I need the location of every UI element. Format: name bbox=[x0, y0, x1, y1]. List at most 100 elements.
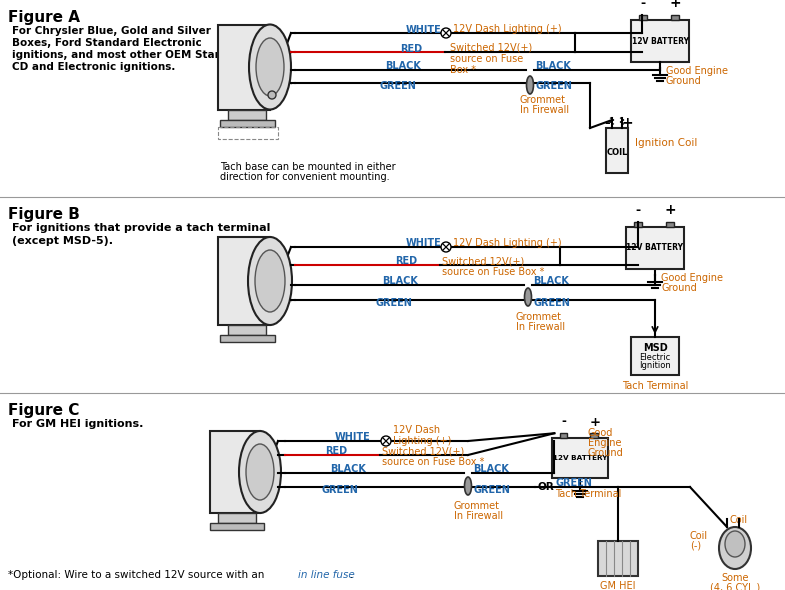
Text: +: + bbox=[665, 203, 677, 217]
Ellipse shape bbox=[725, 531, 745, 557]
Text: -: - bbox=[635, 204, 640, 217]
Text: For GM HEI ignitions.: For GM HEI ignitions. bbox=[12, 419, 144, 429]
Text: COIL: COIL bbox=[606, 148, 628, 158]
Text: GREEN: GREEN bbox=[380, 81, 417, 91]
Text: *Optional: Wire to a switched 12V source with an: *Optional: Wire to a switched 12V source… bbox=[8, 570, 268, 580]
Text: +: + bbox=[670, 0, 681, 10]
Text: -: - bbox=[640, 0, 645, 10]
Bar bbox=[606, 128, 628, 173]
Text: GREEN: GREEN bbox=[535, 81, 572, 91]
Ellipse shape bbox=[524, 288, 531, 306]
Text: Tach Terminal: Tach Terminal bbox=[622, 381, 688, 391]
Circle shape bbox=[381, 436, 391, 446]
Text: 12V BATTERY: 12V BATTERY bbox=[626, 244, 684, 253]
Text: 12V Dash Lighting (+): 12V Dash Lighting (+) bbox=[453, 238, 561, 248]
Ellipse shape bbox=[249, 25, 291, 110]
Bar bbox=[210, 523, 264, 530]
Text: BLACK: BLACK bbox=[535, 61, 571, 71]
Text: Grommet: Grommet bbox=[516, 312, 562, 322]
Bar bbox=[590, 433, 597, 438]
Text: Grommet: Grommet bbox=[454, 501, 500, 511]
Text: Good Engine: Good Engine bbox=[666, 66, 728, 76]
Text: RED: RED bbox=[395, 256, 417, 266]
Text: GREEN: GREEN bbox=[375, 298, 412, 308]
Text: Switched 12V(+): Switched 12V(+) bbox=[442, 256, 524, 266]
Text: Figure C: Figure C bbox=[8, 403, 79, 418]
Bar bbox=[553, 438, 608, 478]
Bar bbox=[228, 110, 266, 120]
Text: Ground: Ground bbox=[661, 283, 697, 293]
Text: BLACK: BLACK bbox=[382, 276, 418, 286]
Text: Lighting (+): Lighting (+) bbox=[393, 436, 451, 446]
Text: Figure A: Figure A bbox=[8, 10, 80, 25]
Text: Coil: Coil bbox=[690, 531, 708, 541]
Text: source on Fuse Box *: source on Fuse Box * bbox=[382, 457, 484, 467]
Bar bbox=[210, 431, 260, 513]
Text: WHITE: WHITE bbox=[406, 25, 442, 35]
Bar bbox=[639, 15, 647, 20]
Circle shape bbox=[441, 28, 451, 38]
Bar bbox=[666, 222, 674, 227]
Text: (except MSD-5).: (except MSD-5). bbox=[12, 236, 113, 246]
Text: 12V Dash Lighting (+): 12V Dash Lighting (+) bbox=[453, 24, 561, 34]
Text: Engine: Engine bbox=[588, 438, 622, 448]
Text: .: . bbox=[350, 570, 353, 580]
Ellipse shape bbox=[527, 76, 534, 94]
Text: Switched 12V(+): Switched 12V(+) bbox=[450, 43, 532, 53]
Bar bbox=[218, 25, 270, 110]
Text: Boxes, Ford Standard Electronic: Boxes, Ford Standard Electronic bbox=[12, 38, 202, 48]
Text: Switched 12V(+): Switched 12V(+) bbox=[382, 446, 464, 456]
Text: Good Engine: Good Engine bbox=[661, 273, 723, 283]
Ellipse shape bbox=[465, 477, 472, 495]
Text: -: - bbox=[561, 415, 566, 428]
Text: (4, 6 CYL.): (4, 6 CYL.) bbox=[710, 583, 760, 590]
Text: GM HEI: GM HEI bbox=[601, 581, 636, 590]
Bar bbox=[560, 433, 568, 438]
Text: Tach base can be mounted in either: Tach base can be mounted in either bbox=[220, 162, 396, 172]
Text: OR: OR bbox=[538, 482, 555, 492]
Circle shape bbox=[441, 242, 451, 252]
Bar bbox=[633, 222, 641, 227]
Bar bbox=[228, 325, 266, 335]
Text: Coil: Coil bbox=[730, 515, 748, 525]
Text: In Firewall: In Firewall bbox=[454, 511, 503, 521]
Text: Grommet: Grommet bbox=[520, 95, 566, 105]
Text: For ignitions that provide a tach terminal: For ignitions that provide a tach termin… bbox=[12, 223, 270, 233]
Text: +: + bbox=[621, 116, 633, 130]
Text: WHITE: WHITE bbox=[406, 238, 442, 248]
Bar bbox=[220, 335, 275, 342]
Text: In Firewall: In Firewall bbox=[520, 105, 569, 115]
Bar bbox=[218, 237, 270, 325]
Text: RED: RED bbox=[400, 44, 422, 54]
Bar bbox=[631, 20, 689, 62]
Text: in line fuse: in line fuse bbox=[298, 570, 355, 580]
Bar bbox=[598, 541, 638, 576]
Text: Ground: Ground bbox=[666, 76, 702, 86]
Text: GREEN: GREEN bbox=[322, 485, 359, 495]
Text: BLACK: BLACK bbox=[533, 276, 569, 286]
Bar bbox=[218, 513, 256, 523]
Text: -: - bbox=[604, 116, 610, 130]
Ellipse shape bbox=[246, 444, 274, 500]
Text: Ground: Ground bbox=[588, 448, 624, 458]
Ellipse shape bbox=[248, 237, 292, 325]
Text: +: + bbox=[590, 415, 601, 428]
Text: In Firewall: In Firewall bbox=[516, 322, 565, 332]
Ellipse shape bbox=[255, 250, 285, 312]
Text: GREEN: GREEN bbox=[533, 298, 570, 308]
Text: Good: Good bbox=[588, 428, 613, 438]
Circle shape bbox=[268, 91, 276, 99]
Ellipse shape bbox=[239, 431, 281, 513]
Text: For Chrysler Blue, Gold and Silver: For Chrysler Blue, Gold and Silver bbox=[12, 26, 211, 36]
Bar bbox=[626, 227, 684, 269]
Bar bbox=[218, 127, 278, 139]
Text: Some: Some bbox=[721, 573, 749, 583]
Text: 12V BATTERY: 12V BATTERY bbox=[631, 37, 688, 45]
Text: BLACK: BLACK bbox=[385, 61, 421, 71]
Ellipse shape bbox=[719, 527, 751, 569]
Text: source on Fuse: source on Fuse bbox=[450, 54, 524, 64]
Text: CD and Electronic ignitions.: CD and Electronic ignitions. bbox=[12, 62, 175, 72]
Text: Box *: Box * bbox=[450, 65, 476, 75]
Text: Ignition Coil: Ignition Coil bbox=[635, 138, 697, 148]
Text: Ignition: Ignition bbox=[639, 361, 671, 370]
